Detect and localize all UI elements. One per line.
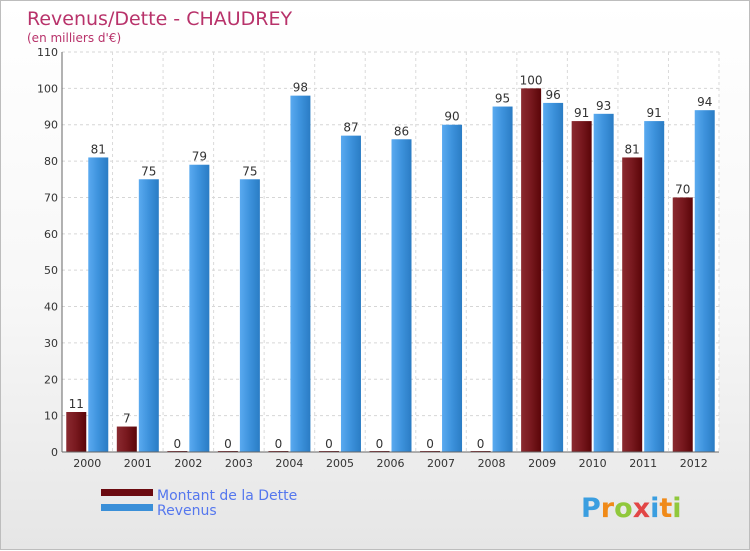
logo-text: Proxiti xyxy=(581,493,682,524)
bar-revenue xyxy=(694,110,715,452)
value-label-debt: 91 xyxy=(574,106,589,120)
x-tick-label: 2000 xyxy=(73,457,101,470)
x-tick-label: 2010 xyxy=(579,457,607,470)
chart-subtitle: (en milliers d'€) xyxy=(27,31,121,45)
bar-revenue xyxy=(492,106,513,452)
bar-debt xyxy=(622,157,643,453)
logo-letter: t xyxy=(659,493,672,524)
value-label-debt: 11 xyxy=(69,397,84,411)
legend-label-debt: Montant de la Dette xyxy=(157,488,297,504)
value-label-debt: 0 xyxy=(275,437,283,451)
value-label-debt: 0 xyxy=(376,437,384,451)
value-label-revenue: 87 xyxy=(343,121,358,135)
logo-letter: i xyxy=(672,493,681,524)
bar-revenue xyxy=(239,179,260,453)
value-label-revenue: 81 xyxy=(91,142,106,156)
y-tick-label: 30 xyxy=(44,337,58,350)
bar-debt xyxy=(672,197,693,452)
x-tick-label: 2004 xyxy=(275,457,303,470)
logo-letter: o xyxy=(614,493,633,524)
y-tick-label: 110 xyxy=(37,46,58,59)
y-tick-label: 100 xyxy=(37,82,58,95)
value-label-revenue: 91 xyxy=(647,106,662,120)
bar-revenue xyxy=(138,179,159,453)
chart-title: Revenus/Dette - CHAUDREY xyxy=(27,8,292,30)
value-label-revenue: 75 xyxy=(141,164,156,178)
legend: Montant de la Dette Revenus xyxy=(101,488,297,519)
value-label-revenue: 79 xyxy=(192,150,207,164)
grid-lines xyxy=(61,51,720,453)
bar-revenue xyxy=(88,157,109,453)
bar-revenue xyxy=(391,139,412,453)
value-label-revenue: 90 xyxy=(444,110,459,124)
y-tick-label: 50 xyxy=(44,264,58,277)
y-tick-label: 40 xyxy=(44,301,58,314)
value-label-debt: 70 xyxy=(675,182,690,196)
y-tick-label: 10 xyxy=(44,410,58,423)
bars xyxy=(66,88,715,453)
x-tick-label: 2003 xyxy=(225,457,253,470)
proxiti-logo: Proxiti xyxy=(581,493,682,524)
x-tick-label: 2011 xyxy=(629,457,657,470)
value-label-debt: 0 xyxy=(325,437,333,451)
bar-revenue xyxy=(593,113,614,453)
value-label-debt: 0 xyxy=(477,437,485,451)
plot-area xyxy=(62,52,719,452)
logo-letter: x xyxy=(633,493,650,524)
legend-swatch-revenue xyxy=(101,504,153,511)
bar-revenue xyxy=(543,102,564,452)
bar-revenue xyxy=(442,124,463,453)
logo-letter: i xyxy=(650,493,659,524)
value-label-debt: 100 xyxy=(520,73,543,87)
value-label-debt: 7 xyxy=(123,412,131,426)
y-tick-label: 0 xyxy=(51,446,58,459)
value-label-revenue: 75 xyxy=(242,164,257,178)
bar-debt xyxy=(66,412,87,452)
value-label-revenue: 96 xyxy=(545,88,560,102)
x-tick-label: 2008 xyxy=(478,457,506,470)
value-label-revenue: 93 xyxy=(596,99,611,113)
value-label-revenue: 86 xyxy=(394,124,409,138)
legend-label-revenue: Revenus xyxy=(157,503,217,519)
x-tick-label: 2009 xyxy=(528,457,556,470)
y-tick-label: 90 xyxy=(44,119,58,132)
y-tick-label: 80 xyxy=(44,155,58,168)
bar-revenue xyxy=(290,95,311,453)
logo-letter: r xyxy=(601,493,615,524)
value-label-debt: 0 xyxy=(426,437,434,451)
y-tick-label: 70 xyxy=(44,191,58,204)
x-tick-label: 2006 xyxy=(377,457,405,470)
value-label-revenue: 98 xyxy=(293,81,308,95)
bar-revenue xyxy=(340,135,361,453)
value-label-revenue: 94 xyxy=(697,95,712,109)
logo-letter: P xyxy=(581,493,601,524)
x-tick-label: 2005 xyxy=(326,457,354,470)
value-label-revenue: 95 xyxy=(495,92,510,106)
x-tick-label: 2002 xyxy=(174,457,202,470)
y-tick-label: 60 xyxy=(44,228,58,241)
x-tick-label: 2001 xyxy=(124,457,152,470)
bar-revenue xyxy=(644,121,665,452)
bar-debt xyxy=(116,426,137,452)
bar-debt xyxy=(521,88,542,452)
value-label-debt: 0 xyxy=(224,437,232,451)
bar-revenue xyxy=(189,164,210,452)
value-label-debt: 81 xyxy=(625,142,640,156)
x-tick-label: 2012 xyxy=(680,457,708,470)
value-label-debt: 0 xyxy=(174,437,182,451)
x-tick-label: 2007 xyxy=(427,457,455,470)
bar-debt xyxy=(571,121,592,452)
y-tick-label: 20 xyxy=(44,373,58,386)
legend-swatch-debt xyxy=(101,489,153,496)
